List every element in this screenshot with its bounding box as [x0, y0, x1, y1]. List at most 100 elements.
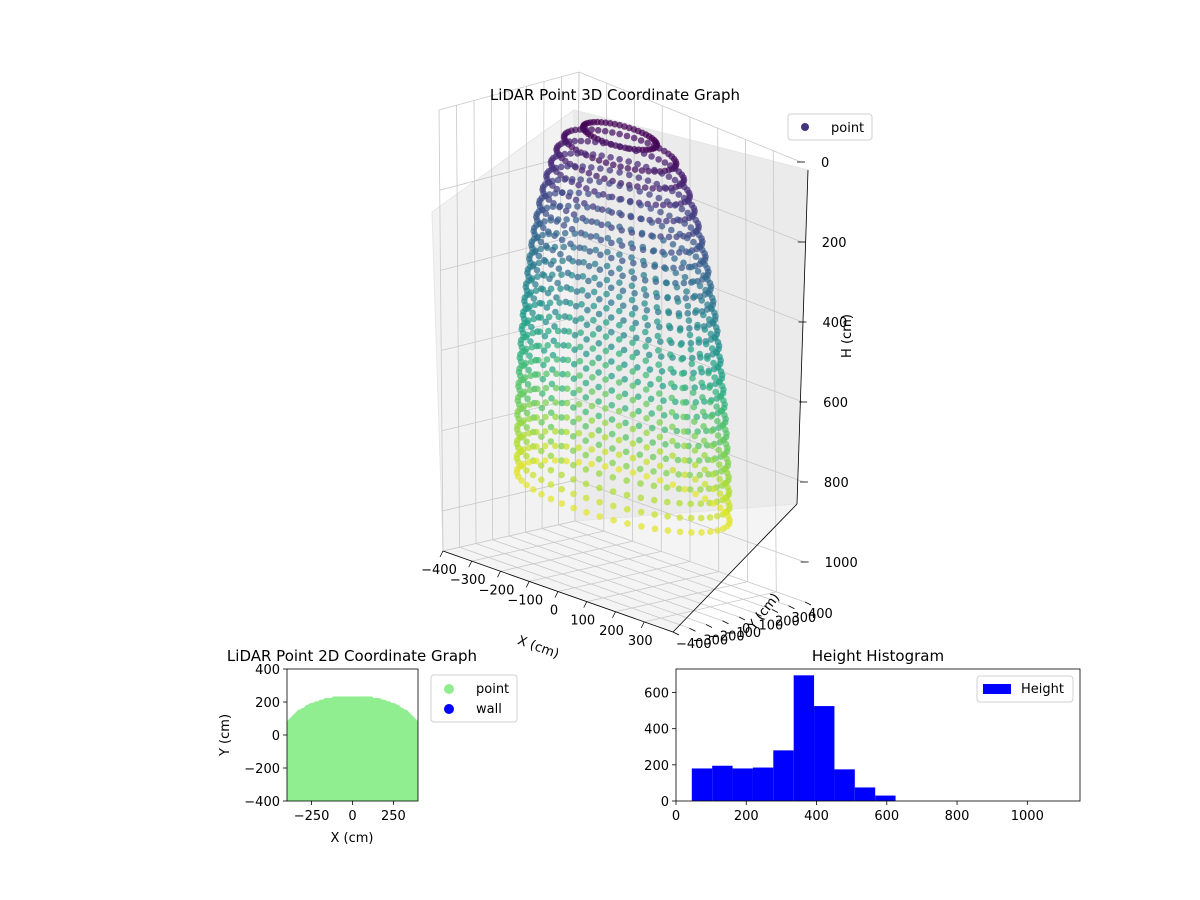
point [558, 236, 566, 244]
point [527, 338, 534, 345]
z-axis-label-3d: H (cm) [840, 314, 855, 358]
point [615, 364, 623, 372]
point [559, 257, 566, 265]
point [689, 278, 697, 285]
point [692, 490, 699, 498]
point [569, 257, 576, 265]
point [609, 488, 617, 495]
point [602, 319, 610, 326]
point [683, 288, 690, 295]
point [697, 500, 705, 508]
point [675, 191, 683, 198]
x-tick-label: 0 [550, 604, 558, 619]
point [571, 137, 578, 145]
point [669, 466, 677, 474]
point [649, 439, 656, 446]
point [569, 447, 577, 455]
point [580, 259, 587, 266]
point [616, 279, 623, 287]
point [643, 415, 650, 422]
point [620, 317, 627, 324]
point [639, 243, 647, 251]
point [526, 352, 533, 360]
y-tick [722, 620, 729, 625]
point [595, 441, 603, 449]
point [637, 201, 644, 209]
point [570, 211, 578, 218]
point [625, 158, 632, 165]
point [638, 215, 645, 223]
point [642, 386, 650, 393]
point [704, 355, 711, 362]
point [652, 289, 660, 297]
point [558, 414, 565, 421]
point [610, 502, 617, 510]
point [574, 273, 582, 281]
point [715, 461, 723, 468]
point [573, 288, 581, 295]
point [591, 274, 598, 282]
point [662, 265, 669, 273]
point [534, 385, 541, 393]
point [685, 317, 693, 324]
point [545, 313, 553, 321]
x-tick [439, 550, 444, 558]
point [535, 259, 543, 267]
point [674, 298, 682, 305]
point [616, 223, 623, 231]
y-tick-label: 200 [775, 615, 800, 630]
point [710, 320, 717, 327]
point [595, 455, 603, 463]
point [588, 446, 595, 453]
point [701, 466, 709, 474]
point [521, 388, 528, 396]
point [551, 243, 559, 251]
grid-line [438, 71, 802, 163]
point [576, 372, 583, 379]
point [609, 129, 616, 136]
point [594, 127, 602, 134]
x-tick [583, 601, 588, 608]
point [592, 138, 599, 146]
grid-line [438, 109, 444, 552]
point [678, 264, 685, 272]
point [526, 386, 534, 394]
point [695, 442, 702, 450]
point [654, 318, 661, 326]
point [533, 428, 540, 436]
point [664, 498, 671, 506]
point [570, 418, 577, 426]
point [620, 346, 628, 354]
point [595, 398, 602, 405]
point [696, 282, 704, 290]
point [533, 266, 541, 274]
point [596, 484, 603, 492]
point [572, 196, 580, 204]
point [526, 415, 533, 423]
point [687, 339, 695, 347]
point [624, 165, 632, 172]
point [584, 204, 591, 211]
point [593, 232, 600, 240]
point [651, 496, 658, 504]
point [616, 251, 623, 258]
point [619, 257, 626, 265]
point [526, 401, 533, 408]
point [604, 221, 612, 228]
point [621, 405, 629, 412]
point [601, 127, 609, 135]
point [656, 145, 663, 152]
point [566, 138, 573, 145]
point [672, 269, 680, 277]
point [570, 504, 577, 512]
point [525, 317, 532, 325]
point [711, 374, 718, 381]
point [576, 357, 584, 365]
point [672, 413, 680, 420]
point [642, 328, 649, 336]
point [543, 356, 551, 363]
point [659, 382, 667, 390]
point [554, 176, 562, 184]
point [605, 193, 613, 201]
